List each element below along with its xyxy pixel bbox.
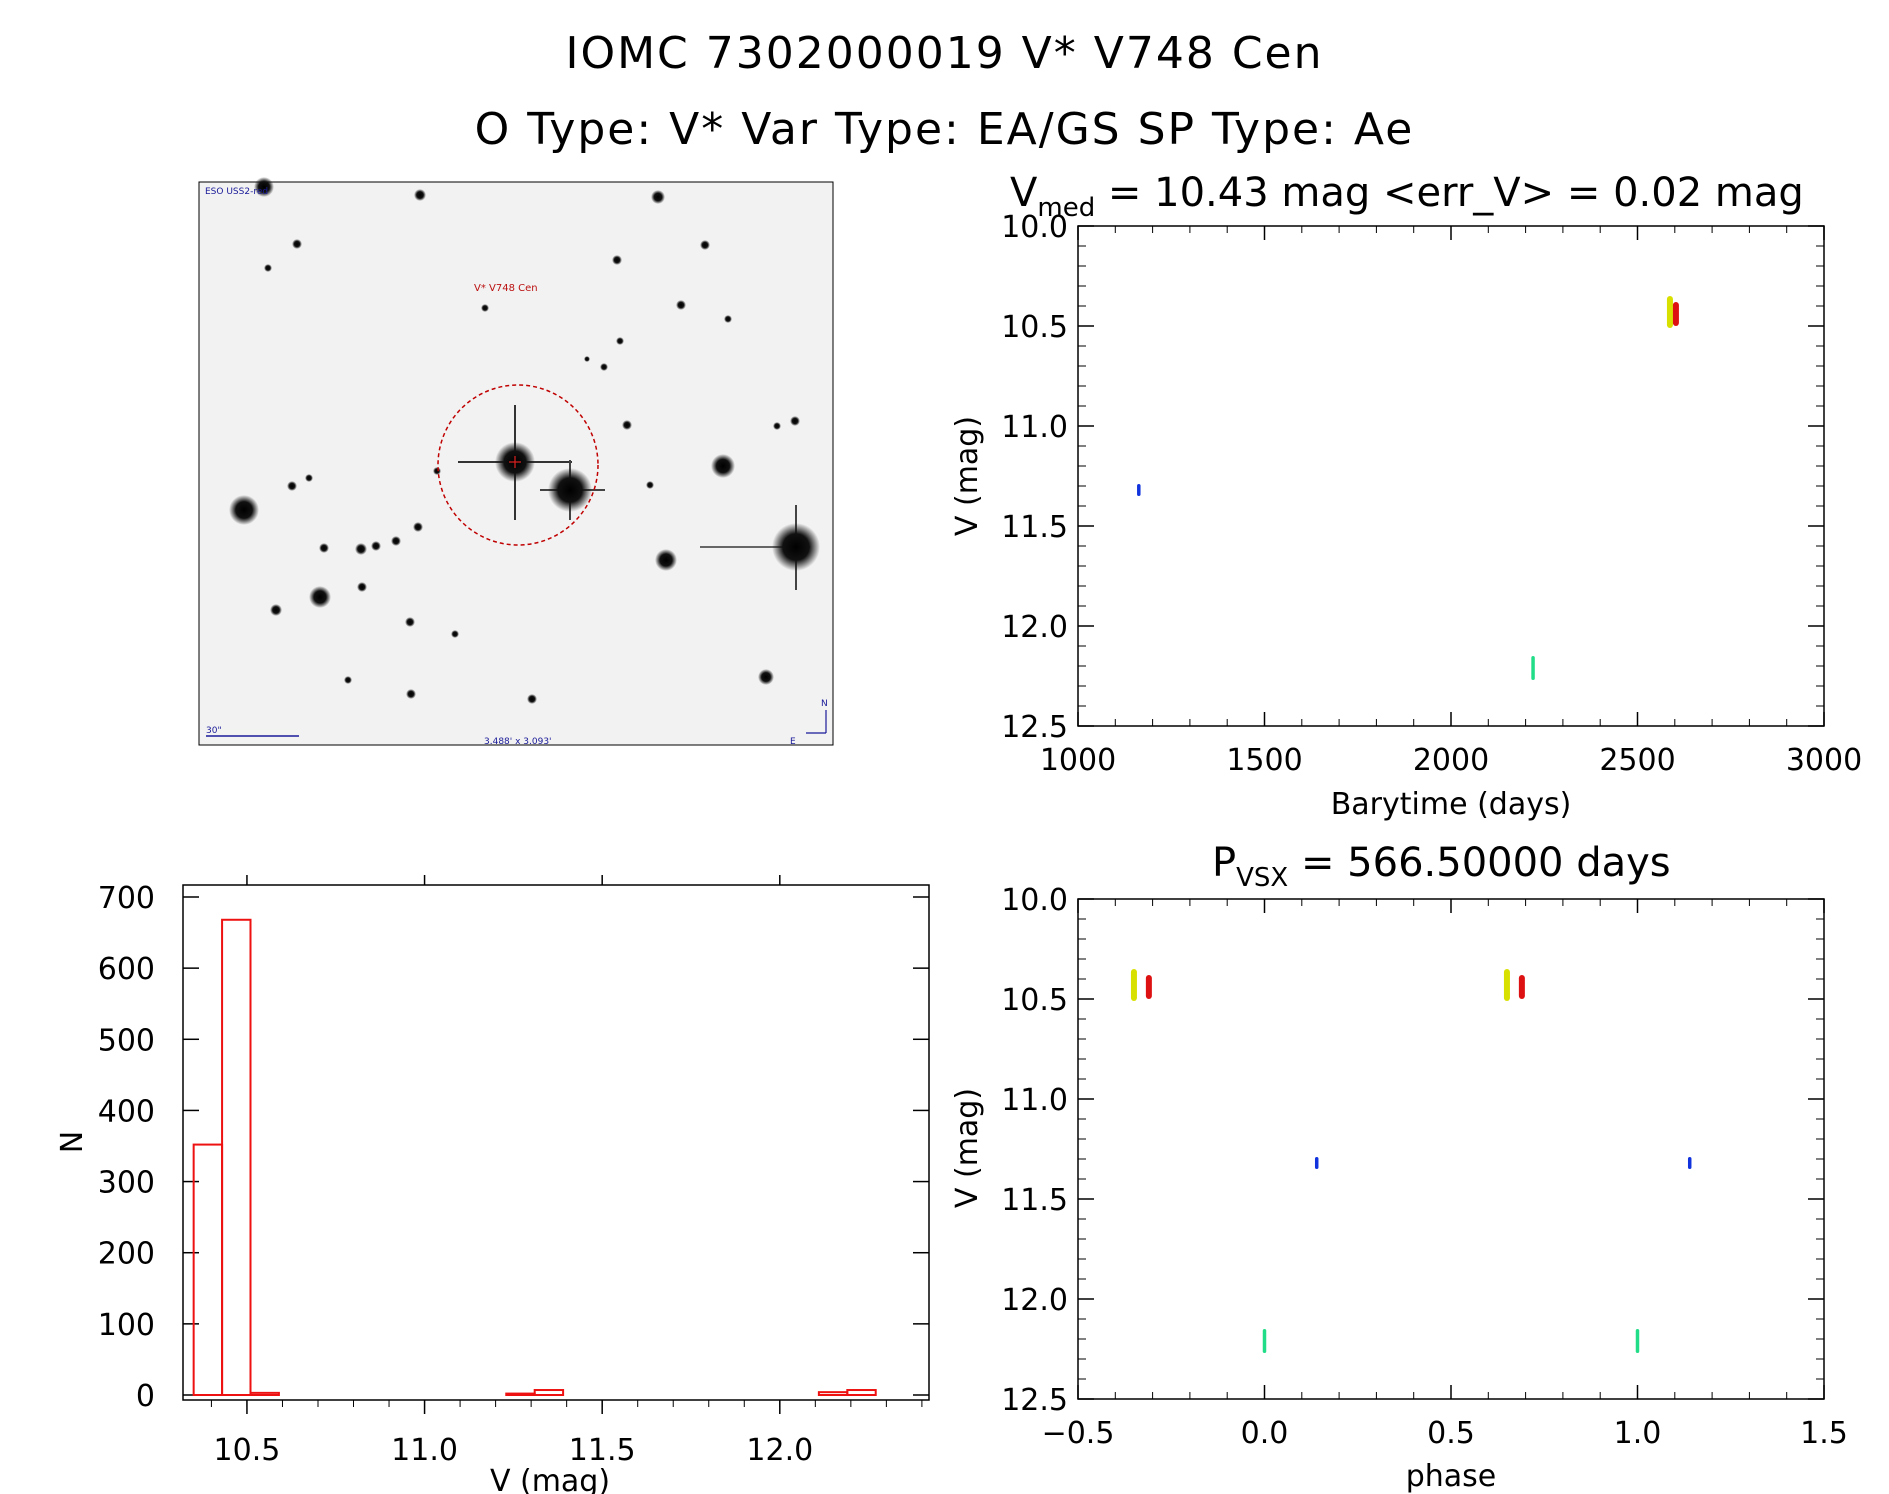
finder-survey-label: ESO USS2-red: [205, 187, 268, 197]
bright-neighbour-star: [540, 460, 605, 520]
histogram-ytick-label: 200: [98, 1237, 155, 1272]
phased-curve-point-yellow: [1503, 969, 1510, 1001]
histogram-bar: [533, 1389, 565, 1397]
light-curve-point-red: [1672, 302, 1679, 326]
histogram-ylabel: N: [55, 1131, 90, 1153]
phased-curve-ytick-label: 10.0: [1001, 883, 1068, 918]
light-curve-xtick-label: 1500: [1226, 743, 1302, 778]
compass-east-label: E: [790, 737, 796, 747]
light-curve-xtick-label: 2000: [1413, 743, 1489, 778]
light-curve-title: Vmed = 10.43 mag <err_V> = 0.02 mag: [1010, 170, 1804, 223]
phased-curve-point-red: [1518, 975, 1525, 999]
figure-subtitle: O Type: V* Var Type: EA/GS SP Type: Ae: [474, 104, 1415, 155]
target-cross: [509, 456, 521, 468]
histogram-bar: [505, 1392, 536, 1397]
finder-fov-label: 3.488' x 3.093': [484, 737, 552, 747]
histogram-ytick-label: 300: [98, 1166, 155, 1201]
finder-chart: ESO USS2-red V* V748 Cen 30" 3.488' x 3.…: [198, 177, 834, 747]
light-curve-chart: Vmed = 10.43 mag <err_V> = 0.02 mag 1000…: [950, 170, 1862, 822]
phased-curve-point-green: [1262, 1329, 1267, 1353]
phased-curve-xtick-label: 1.0: [1614, 1416, 1662, 1451]
light-curve-point-green: [1531, 656, 1535, 680]
target-circle: [437, 384, 599, 546]
phased-curve-point-green: [1635, 1329, 1640, 1353]
compass: [806, 710, 827, 734]
phased-curve-title-main: P: [1212, 840, 1236, 886]
finder-scale-label: 30": [206, 726, 222, 736]
histogram-bar: [221, 918, 252, 1396]
phased-curve-ytick-label: 11.5: [1001, 1183, 1068, 1218]
phased-curve-ytick-label: 11.0: [1001, 1083, 1068, 1118]
phased-curve-xlabel: phase: [1406, 1459, 1497, 1494]
light-curve-point-yellow: [1666, 296, 1673, 328]
histogram-ytick-label: 600: [98, 952, 155, 987]
light-curve-ytick-label: 10.0: [1001, 210, 1068, 245]
light-curve-ytick-label: 12.0: [1001, 610, 1068, 645]
edge-bright-star: [700, 505, 820, 590]
histogram-xtick-label: 10.5: [214, 1433, 281, 1468]
light-curve-frame: [1077, 225, 1825, 727]
phased-curve-ytick-label: 12.5: [1001, 1383, 1068, 1418]
histogram-frame: [182, 884, 930, 1401]
light-curve-xtick-label: 2500: [1599, 743, 1675, 778]
light-curve-title-main: V: [1010, 170, 1038, 216]
finder-star-label: V* V748 Cen: [474, 283, 538, 294]
light-curve-title-rest: = 10.43 mag <err_V> = 0.02 mag: [1095, 170, 1804, 216]
histogram-xtick-label: 12.0: [746, 1433, 813, 1468]
light-curve-point-blue: [1137, 484, 1141, 496]
light-curve-ytick-label: 10.5: [1001, 310, 1068, 345]
histogram-ytick-label: 0: [136, 1379, 155, 1414]
histogram-xtick-label: 11.0: [391, 1433, 458, 1468]
light-curve-xtick-label: 3000: [1786, 743, 1862, 778]
compass-north-label: N: [821, 699, 828, 709]
phased-curve-title-rest: = 566.50000 days: [1288, 840, 1670, 886]
phased-curve-point-blue: [1687, 1157, 1692, 1169]
phased-curve-title: PVSX = 566.50000 days: [1212, 840, 1671, 893]
phased-curve-ytick-label: 10.5: [1001, 983, 1068, 1018]
phased-curve-chart: PVSX = 566.50000 days −0.5 0.0 0.5 1.0 1.5 10…: [950, 840, 1848, 1494]
phased-curve-ylabel: V (mag): [950, 1088, 985, 1208]
phased-curve-title-sub: VSX: [1236, 863, 1288, 893]
light-curve-ytick-label: 11.0: [1001, 410, 1068, 445]
light-curve-ytick-label: 12.5: [1001, 710, 1068, 745]
light-curve-title-sub: med: [1037, 193, 1095, 223]
figure-title: IOMC 7302000019 V* V748 Cen: [565, 28, 1324, 79]
light-curve-xtick-label: 1000: [1040, 743, 1116, 778]
histogram-ytick-label: 500: [98, 1023, 155, 1058]
phased-curve-xtick-label: 0.0: [1241, 1416, 1289, 1451]
phased-curve-point-blue: [1314, 1157, 1319, 1169]
histogram-bar: [817, 1391, 849, 1397]
histogram-ytick-label: 400: [98, 1094, 155, 1129]
light-curve-ylabel: V (mag): [950, 416, 985, 536]
phased-curve-frame: [1077, 898, 1825, 1400]
histogram-bar: [249, 1391, 280, 1397]
finder-stars: [229, 177, 820, 704]
phased-curve-ytick-label: 12.0: [1001, 1283, 1068, 1318]
phased-curve-xtick-label: −0.5: [1042, 1416, 1115, 1451]
histogram-ytick-label: 700: [98, 881, 155, 916]
light-curve-ytick-label: 11.5: [1001, 510, 1068, 545]
phased-curve-point-yellow: [1130, 969, 1137, 1001]
histogram-xtick-label: 11.5: [569, 1433, 636, 1468]
phased-curve-xtick-label: 1.5: [1800, 1416, 1848, 1451]
histogram-chart: 10.5 11.0 11.5 12.0 0 100 200 300 400 500 600 700 V…: [55, 875, 930, 1494]
histogram-xlabel: V (mag): [490, 1464, 610, 1494]
phased-curve-xtick-label: 0.5: [1427, 1416, 1475, 1451]
histogram-bar: [846, 1389, 877, 1397]
light-curve-xlabel: Barytime (days): [1331, 787, 1572, 822]
histogram-ytick-label: 100: [98, 1308, 155, 1343]
phased-curve-point-red: [1145, 975, 1152, 999]
